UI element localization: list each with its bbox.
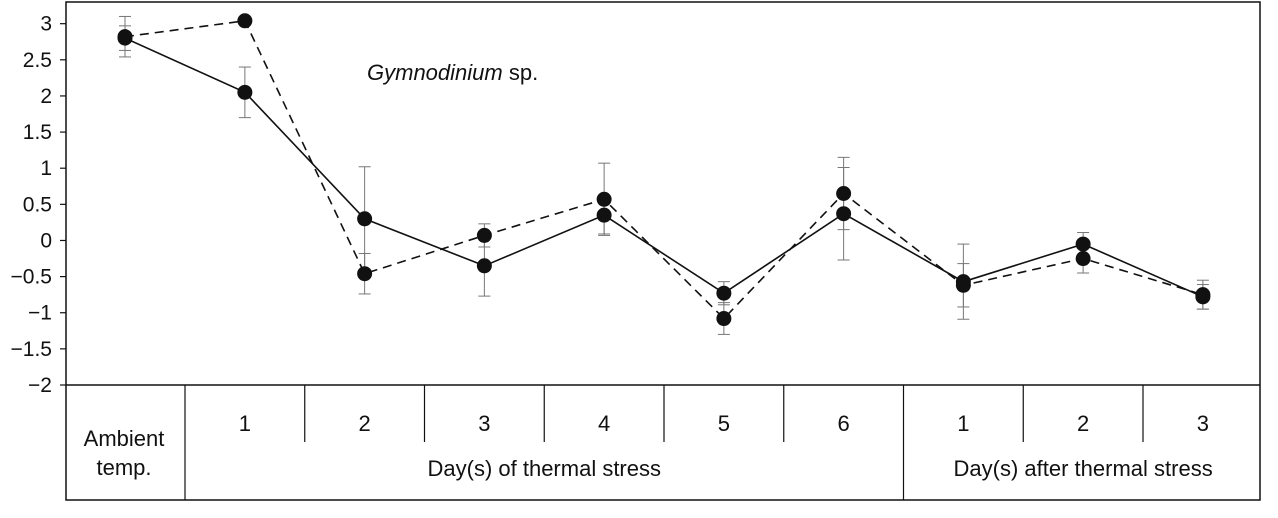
y-tick-label: −0.5 xyxy=(11,266,52,289)
y-tick-label: 2.5 xyxy=(23,49,52,72)
x-category-label: 1 xyxy=(239,411,251,436)
y-tick-label: 1 xyxy=(40,157,52,180)
chart-frame xyxy=(65,1,1261,501)
y-tick-label: 2 xyxy=(40,85,52,108)
data-point xyxy=(357,211,373,227)
data-point xyxy=(1195,287,1211,303)
data-point xyxy=(955,277,971,293)
species-annotation-rest: sp. xyxy=(503,60,538,85)
y-tick-label: 1.5 xyxy=(23,121,52,144)
series-points xyxy=(117,13,1211,327)
data-point xyxy=(1075,236,1091,252)
data-point xyxy=(836,186,852,201)
species-annotation-italic: Gymnodinium xyxy=(367,60,503,85)
species-annotation: Gymnodinium sp. xyxy=(367,60,538,85)
plot-border xyxy=(65,1,1261,501)
x-category-label: Ambient temp. xyxy=(84,426,165,480)
series-line-dashed xyxy=(124,19,1204,320)
x-category-label: 3 xyxy=(1197,411,1209,436)
data-point xyxy=(1075,251,1091,267)
x-category-label-line: temp. xyxy=(96,455,151,480)
x-category-label-line: Ambient xyxy=(84,426,165,451)
y-tick-label: −2 xyxy=(28,374,52,397)
data-point xyxy=(237,84,253,100)
y-tick-label: 0 xyxy=(40,229,52,252)
data-point xyxy=(117,29,133,45)
x-category-label: 3 xyxy=(478,411,490,436)
data-point xyxy=(836,206,852,222)
y-tick-label: −1 xyxy=(28,302,52,325)
series-lines xyxy=(124,19,1204,320)
x-category-label: 2 xyxy=(1077,411,1089,436)
x-category-label: 6 xyxy=(838,411,850,436)
y-axis: 3 2.5 2 1.5 1 0.5 0 −0.5 −1 −1.5 −2 xyxy=(11,13,66,397)
x-group-label: Day(s) of thermal stress xyxy=(428,456,662,481)
x-group-label: Day(s) after thermal stress xyxy=(954,456,1213,481)
x-category-label: 2 xyxy=(359,411,371,436)
data-point xyxy=(476,227,492,243)
y-tick-label: −1.5 xyxy=(11,338,52,361)
series-line-solid xyxy=(124,37,1204,298)
y-tick-label: 0.5 xyxy=(23,193,52,216)
error-bars xyxy=(119,15,1209,335)
data-point xyxy=(476,258,492,274)
data-point xyxy=(716,285,732,301)
data-point xyxy=(596,191,612,207)
x-axis-table: Ambient temp. 1 2 3 4 5 6 1 2 3 Day(s) of thermal s… xyxy=(84,385,1213,500)
data-point xyxy=(716,311,732,327)
y-tick-label: 3 xyxy=(40,13,52,36)
data-point xyxy=(237,13,253,29)
x-category-label: 5 xyxy=(718,411,730,436)
x-category-label: 4 xyxy=(598,411,610,436)
x-category-label: 1 xyxy=(957,411,969,436)
data-point xyxy=(357,266,373,282)
data-point xyxy=(596,207,612,223)
